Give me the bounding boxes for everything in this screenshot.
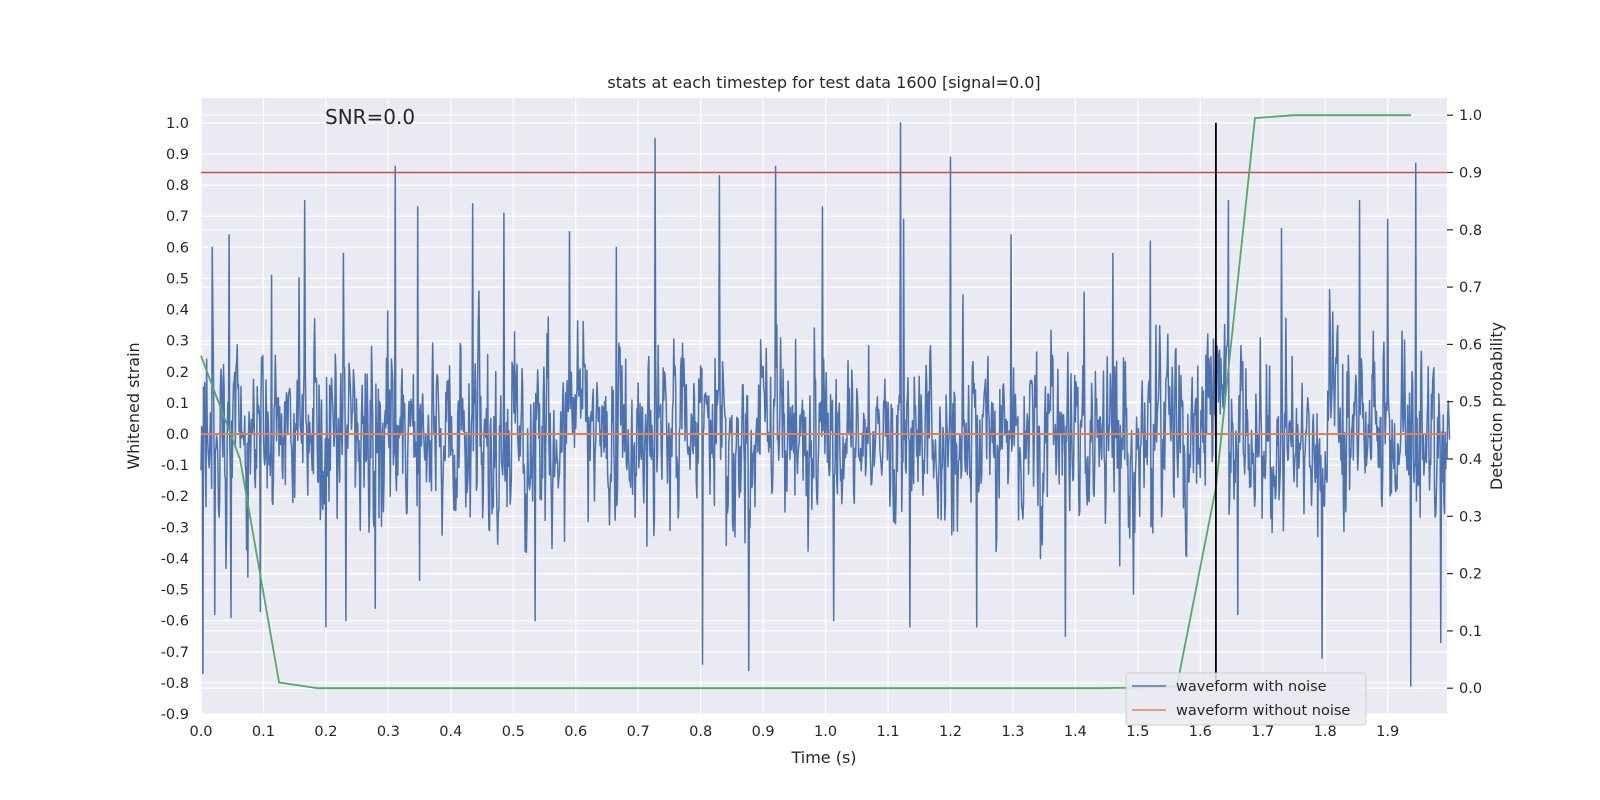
y-tick-label-left: 0.0 — [166, 427, 189, 443]
y-tick-label-left: -0.7 — [161, 645, 189, 661]
x-tick-label: 0.0 — [189, 724, 212, 740]
x-tick-label: 1.3 — [1001, 724, 1024, 740]
legend-label-noise: waveform with noise — [1176, 679, 1327, 695]
y-tick-label-right: 0.2 — [1459, 567, 1482, 583]
y-axis-label-right: Detection probability — [1487, 322, 1506, 490]
y-tick-label-left: 0.6 — [166, 240, 189, 256]
x-tick-label: 0.8 — [689, 724, 712, 740]
x-tick-label: 1.0 — [814, 724, 837, 740]
y-tick-label-left: 0.8 — [166, 178, 189, 194]
y-tick-label-right: 1.0 — [1459, 108, 1482, 124]
x-tick-label: 1.7 — [1251, 724, 1274, 740]
series-layer — [200, 114, 1451, 690]
chart-title: stats at each timestep for test data 160… — [607, 73, 1040, 92]
y-tick-label-left: 0.7 — [166, 209, 189, 225]
y-tick-label-left: -0.6 — [161, 614, 189, 630]
x-tick-label: 1.2 — [939, 724, 962, 740]
ticks-layer: 0.0 0.1 0.2 0.3 0.4 0.5 0.6 0.7 0.8 0.9 1.0 1.1 1.2 1… — [161, 108, 1482, 740]
y-tick-label-right: 0.0 — [1459, 681, 1482, 697]
y-tick-label-left: -0.5 — [161, 583, 189, 599]
x-tick-label: 0.1 — [252, 724, 275, 740]
y-tick-label-left: -0.2 — [161, 489, 189, 505]
y-tick-label-left: 0.3 — [166, 334, 189, 350]
y-tick-label-left: -0.3 — [161, 520, 189, 536]
y-tick-label-left: 0.2 — [166, 365, 189, 381]
y-tick-label-right: 0.8 — [1459, 223, 1482, 239]
x-tick-label: 1.5 — [1126, 724, 1149, 740]
y-tick-label-left: -0.8 — [161, 676, 189, 692]
y-tick-label-left: 0.4 — [166, 303, 189, 319]
y-tick-label-left: 1.0 — [166, 116, 189, 132]
x-tick-label: 0.9 — [752, 724, 775, 740]
y-tick-label-left: 0.9 — [166, 147, 189, 163]
x-tick-label: 1.8 — [1314, 724, 1337, 740]
y-tick-label-right: 0.3 — [1459, 509, 1482, 525]
noise-waveform-line — [200, 122, 1451, 687]
y-tick-label-left: -0.4 — [161, 551, 189, 567]
y-tick-label-right: 0.5 — [1459, 395, 1482, 411]
y-tick-label-left: -0.1 — [161, 458, 189, 474]
x-tick-label: 1.4 — [1064, 724, 1087, 740]
x-tick-label: 0.5 — [502, 724, 525, 740]
y-tick-label-left: -0.9 — [161, 707, 189, 723]
x-tick-label: 0.2 — [314, 724, 337, 740]
y-axis-label-left: Whitened strain — [124, 342, 143, 469]
x-tick-label: 0.6 — [564, 724, 587, 740]
x-tick-label: 1.1 — [876, 724, 899, 740]
x-tick-label: 0.7 — [627, 724, 650, 740]
legend-label-clean: waveform without noise — [1176, 703, 1350, 719]
y-tick-label-right: 0.7 — [1459, 280, 1482, 296]
x-axis-label: Time (s) — [790, 748, 856, 767]
x-tick-label: 0.4 — [439, 724, 462, 740]
y-tick-label-left: 0.5 — [166, 271, 189, 287]
y-tick-label-right: 0.1 — [1459, 624, 1482, 640]
legend: waveform with noise waveform without noi… — [1125, 672, 1367, 726]
y-tick-label-left: 0.1 — [166, 396, 189, 412]
y-tick-label-right: 0.4 — [1459, 452, 1482, 468]
x-tick-label: 1.6 — [1189, 724, 1212, 740]
y-tick-label-right: 0.9 — [1459, 165, 1482, 181]
probability-line — [200, 114, 1412, 690]
y-tick-label-right: 0.6 — [1459, 337, 1482, 353]
grid — [200, 98, 1447, 715]
snr-annotation: SNR=0.0 — [325, 105, 415, 129]
x-tick-label: 0.3 — [377, 724, 400, 740]
legend-box — [1125, 672, 1367, 726]
x-tick-label: 1.9 — [1376, 724, 1399, 740]
